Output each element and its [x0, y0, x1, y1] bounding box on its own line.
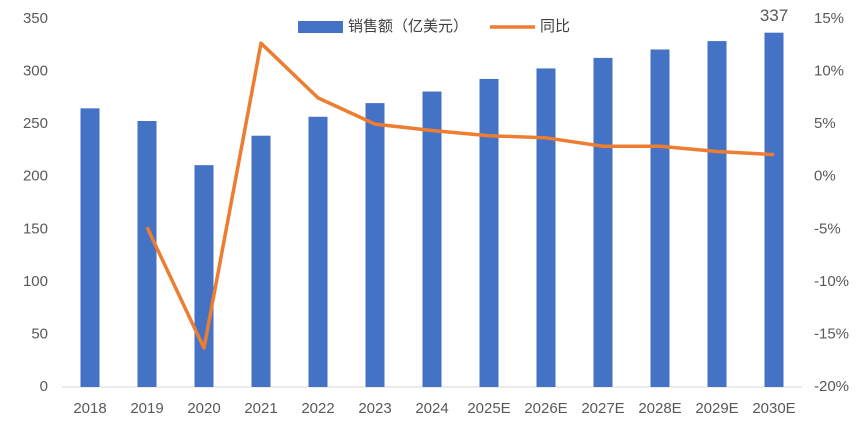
y2-tick-label: 0% [814, 168, 836, 185]
x-tick-label: 2026E [524, 400, 567, 417]
legend-label: 同比 [540, 18, 570, 35]
bar [707, 41, 727, 387]
y-tick-label: 350 [23, 10, 48, 27]
data-label: 337 [760, 6, 788, 25]
y2-tick-label: -10% [814, 273, 849, 290]
line [145, 41, 775, 350]
bar [308, 116, 328, 387]
y-tick-label: 0 [40, 378, 48, 395]
x-tick-label: 2029E [695, 400, 738, 417]
y2-tick-label: -20% [814, 378, 849, 395]
bar [593, 57, 613, 387]
y2-tick-label: -5% [814, 220, 841, 237]
legend-label: 销售额（亿美元） [348, 18, 468, 35]
bar [365, 103, 385, 387]
x-tick-label: 2020 [187, 400, 220, 417]
bar [80, 108, 100, 387]
bar [194, 165, 214, 387]
y2-tick-label: 5% [814, 115, 836, 132]
x-tick-label: 2018 [73, 400, 106, 417]
x-tick-label: 2027E [581, 400, 624, 417]
y-tick-label: 200 [23, 168, 48, 185]
bar [650, 49, 670, 388]
y-tick-label: 100 [23, 273, 48, 290]
y-tick-label: 50 [31, 325, 48, 342]
bar [536, 68, 556, 387]
x-tick-label: 2019 [130, 400, 163, 417]
y2-tick-label: -15% [814, 325, 849, 342]
x-tick-label: 2023 [358, 400, 391, 417]
bar [764, 32, 784, 387]
bar [422, 91, 442, 387]
bar [479, 78, 499, 387]
y2-tick-label: 15% [814, 10, 844, 27]
x-tick-label: 2030E [752, 400, 795, 417]
legend-swatch [298, 21, 343, 33]
x-tick-label: 2022 [301, 400, 334, 417]
x-tick-label: 2021 [244, 400, 277, 417]
y-tick-label: 300 [23, 63, 48, 80]
x-tick-label: 2024 [415, 400, 448, 417]
x-tick-label: 2028E [638, 400, 681, 417]
bar [251, 135, 271, 387]
bar [137, 120, 157, 387]
y-tick-label: 150 [23, 220, 48, 237]
y-tick-label: 250 [23, 115, 48, 132]
x-tick-label: 2025E [467, 400, 510, 417]
y2-tick-label: 10% [814, 63, 844, 80]
